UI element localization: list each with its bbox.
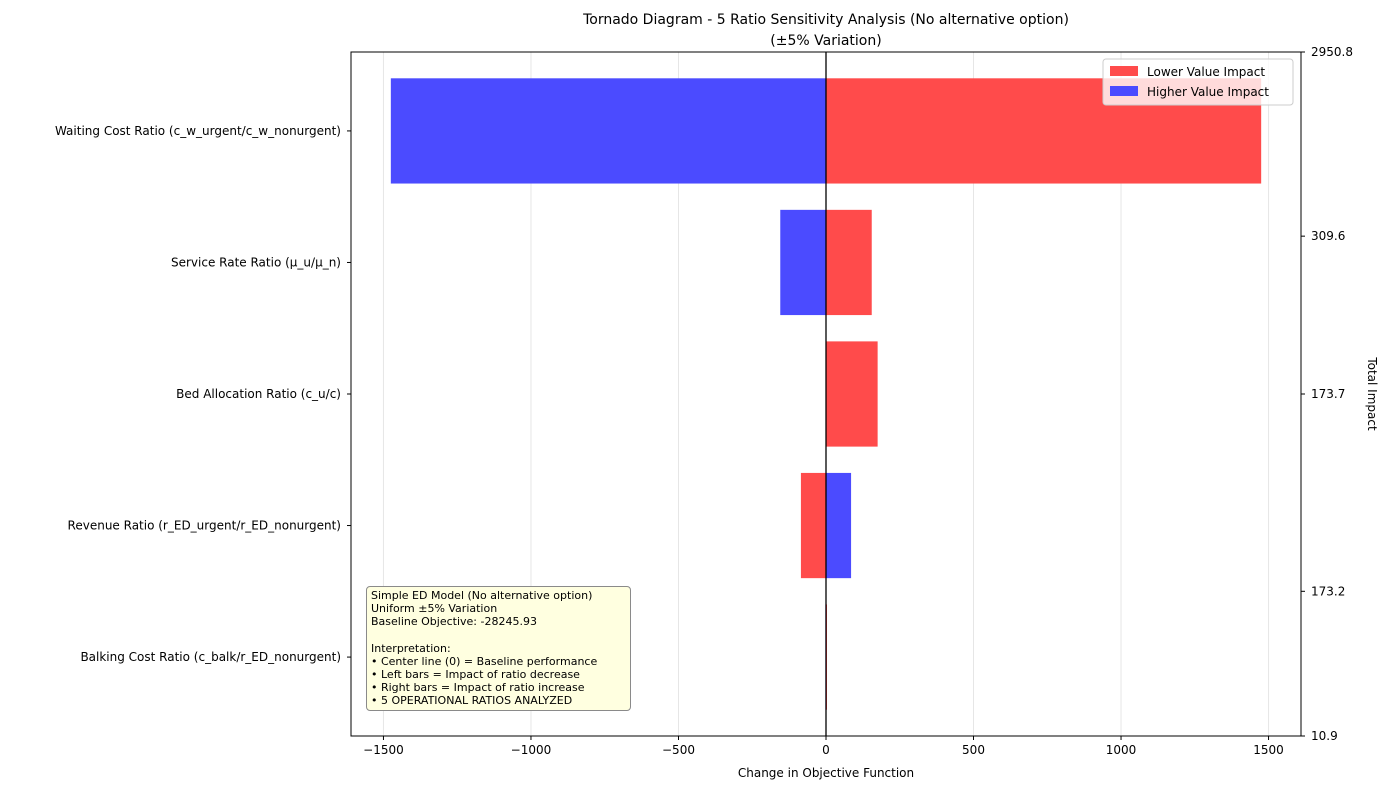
legend-label: Lower Value Impact (1147, 65, 1265, 79)
bar-layer (390, 78, 1262, 710)
bar-lower-value-impact (826, 341, 878, 447)
y-tick-label: Waiting Cost Ratio (c_w_urgent/c_w_nonur… (55, 124, 341, 138)
legend-frame (1102, 58, 1294, 106)
right-tick-label: 2950.8 (1311, 45, 1353, 59)
bar-lower-value-impact (800, 472, 826, 579)
annotation-line: Simple ED Model (No alternative option) (371, 589, 593, 602)
bar-higher-value-impact (826, 472, 852, 579)
y-tick-label: Revenue Ratio (r_ED_urgent/r_ED_nonurgen… (68, 519, 341, 533)
annotation-line: • 5 OPERATIONAL RATIOS ANALYZED (371, 694, 573, 708)
right-axis-label: Total Impact (1365, 356, 1379, 431)
legend-label: Higher Value Impact (1147, 85, 1269, 99)
x-tick-label: −500 (662, 743, 695, 757)
annotation-line: • Center line (0) = Baseline performance (371, 654, 598, 668)
legend: Lower Value Impact Higher Value Impact (1102, 58, 1294, 106)
x-tick-label: −1500 (363, 743, 404, 757)
annotation-line: Interpretation: (371, 641, 451, 655)
annotation-line: Baseline Objective: -28245.93 (371, 615, 537, 629)
right-tick-label: 173.7 (1311, 387, 1345, 401)
x-tick-label: 1000 (1106, 743, 1137, 757)
axis-layer: −1500 −1000 −500 0 500 1000 1500 Waiting Cost R… (55, 45, 1353, 757)
annotation-box: Simple ED Model (No alternative option) … (366, 586, 631, 711)
annotation-line: Uniform ±5% Variation (371, 602, 498, 616)
annotation-line: • Left bars = Impact of ratio decrease (371, 668, 580, 682)
legend-swatch (1110, 66, 1138, 76)
right-tick-label: 173.2 (1311, 584, 1345, 598)
bar-higher-value-impact (390, 78, 826, 184)
y-tick-label: Balking Cost Ratio (c_balk/r_ED_nonurgen… (80, 650, 341, 664)
legend-swatch (1110, 86, 1138, 96)
y-tick-label: Bed Allocation Ratio (c_u/c) (176, 387, 341, 401)
x-tick-label: 0 (822, 743, 830, 757)
chart-title: Tornado Diagram - 5 Ratio Sensitivity An… (582, 12, 1069, 28)
annotation-line (371, 629, 626, 642)
bar-lower-value-impact (826, 209, 872, 316)
x-tick-label: −1000 (511, 743, 552, 757)
right-tick-label: 10.9 (1311, 729, 1338, 743)
x-axis-label: Change in Objective Function (738, 766, 914, 780)
right-tick-label: 309.6 (1311, 229, 1345, 243)
chart-subtitle: (±5% Variation) (770, 33, 881, 49)
x-tick-label: 1500 (1253, 743, 1284, 757)
x-tick-label: 500 (962, 743, 985, 757)
annotation-line: • Right bars = Impact of ratio increase (371, 681, 585, 695)
bar-higher-value-impact (780, 209, 826, 316)
y-tick-label: Service Rate Ratio (μ_u/μ_n) (171, 255, 341, 269)
